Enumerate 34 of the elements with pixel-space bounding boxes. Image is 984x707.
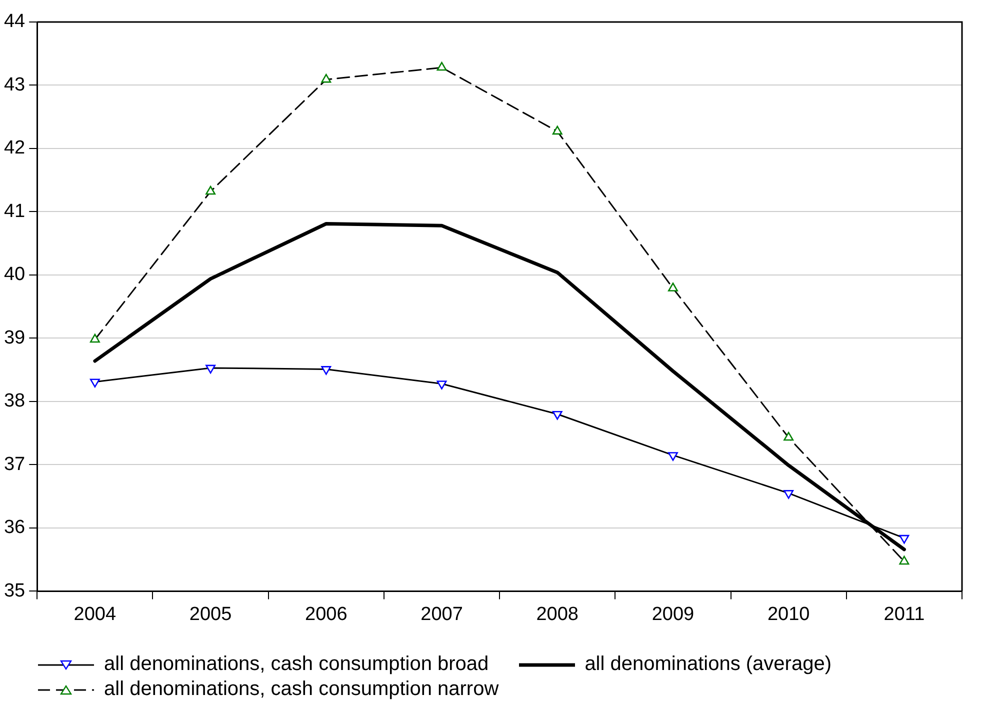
y-tick-label: 35 <box>4 580 26 602</box>
legend-label: all denominations (average) <box>584 653 832 676</box>
point <box>668 282 678 292</box>
point <box>321 366 332 375</box>
y-tick-label: 44 <box>4 11 26 32</box>
point <box>552 126 562 135</box>
y-tick-label: 40 <box>4 264 26 286</box>
y-tick-label: 42 <box>4 138 26 159</box>
x-tick-label: 2008 <box>536 604 579 625</box>
point <box>668 452 678 461</box>
x-tick-label: 2005 <box>189 604 232 625</box>
y-tick-label: 36 <box>4 517 26 538</box>
y-tick-label: 38 <box>4 390 26 412</box>
point <box>436 62 447 71</box>
point <box>206 364 216 374</box>
point <box>206 186 216 195</box>
x-tick-label: 2004 <box>74 604 116 625</box>
point <box>436 380 447 390</box>
x-tick-label: 2009 <box>652 604 694 625</box>
x-tick-label: 2006 <box>305 604 348 625</box>
y-tick-label: 39 <box>4 327 26 348</box>
x-tick-label: 2010 <box>767 604 810 625</box>
point <box>321 74 332 83</box>
point <box>899 534 910 544</box>
y-tick-label: 41 <box>4 200 26 222</box>
y-tick-label: 43 <box>4 74 26 96</box>
point <box>552 410 562 420</box>
legend-label: all denominations, cash consumption narrow <box>104 678 499 701</box>
x-tick-label: 2007 <box>420 604 463 625</box>
y-tick-label: 37 <box>4 454 26 475</box>
point <box>784 490 794 499</box>
point <box>90 378 100 388</box>
legend-label: all denominations, cash consumption broad <box>104 653 489 676</box>
x-tick-label: 2011 <box>884 604 925 625</box>
